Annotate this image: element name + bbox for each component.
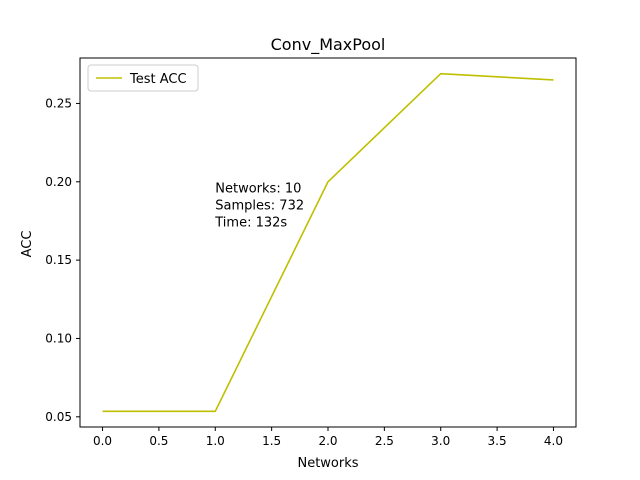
- series-line-test-acc: [102, 72, 554, 413]
- series-layer: [102, 72, 554, 413]
- x-tick-label: 3.0: [431, 434, 450, 448]
- annotation-line: Samples: 732: [215, 198, 304, 213]
- annotation-line: Time: 132s: [214, 215, 287, 230]
- annotation-line: Networks: 10: [215, 181, 301, 196]
- axes: 0.0 0.5 1.0 1.5 2.0 2.5 3.0 3.5 4.0 0.05 0.10 0.15 0…: [45, 57, 577, 448]
- x-tick-label: 2.5: [375, 434, 394, 448]
- x-tick-label: 2.0: [318, 434, 337, 448]
- y-axis-label: ACC: [20, 231, 35, 258]
- y-tick-label: 0.20: [45, 175, 72, 189]
- legend-box: [87, 64, 199, 92]
- legend: Test ACC: [87, 64, 199, 92]
- x-tick-label: 0.5: [149, 434, 168, 448]
- y-tick-label: 0.10: [45, 331, 72, 345]
- x-axis-label: Networks: [297, 456, 358, 471]
- y-tick-label: 0.15: [45, 253, 72, 267]
- x-tick-label: 1.0: [206, 434, 225, 448]
- annotation: Networks: 10 Samples: 732 Time: 132s: [214, 181, 304, 230]
- legend-label: Test ACC: [129, 72, 187, 87]
- x-tick-label: 0.0: [93, 434, 112, 448]
- x-tick-label: 3.5: [488, 434, 507, 448]
- x-tick-label: 4.0: [544, 434, 563, 448]
- y-tick-label: 0.05: [45, 410, 72, 424]
- chart-title: Conv_MaxPool: [271, 35, 386, 55]
- y-tick-label: 0.25: [45, 96, 72, 110]
- x-tick-label: 1.5: [262, 434, 281, 448]
